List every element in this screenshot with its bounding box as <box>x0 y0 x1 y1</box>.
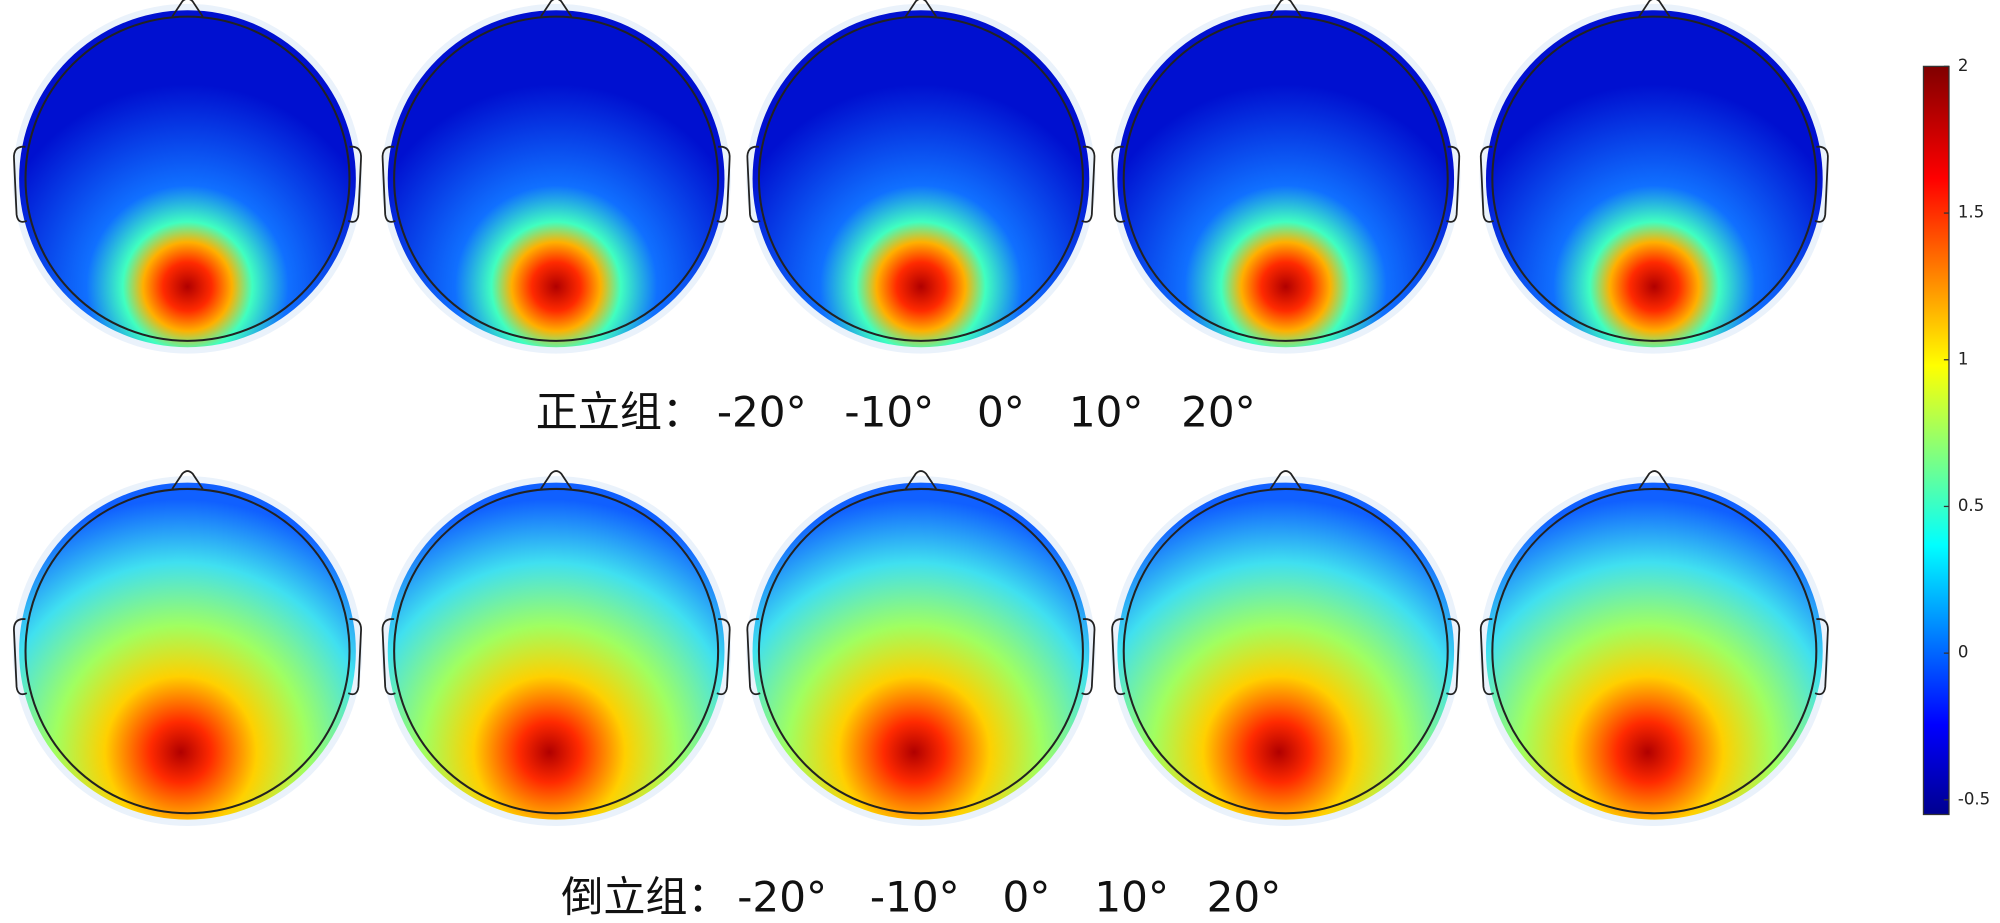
angle-label: 0° <box>1003 873 1051 922</box>
nose <box>904 0 937 18</box>
angle-label: 10° <box>1094 873 1169 922</box>
topomap <box>1110 0 1461 354</box>
head-map <box>1485 482 1823 820</box>
head-outline <box>24 487 351 815</box>
angle-label: -20° <box>717 387 807 436</box>
head-outline <box>393 487 720 815</box>
topomap <box>746 0 1096 354</box>
colorbar-tick-label: -0.5 <box>1958 789 1990 808</box>
nose <box>540 0 573 18</box>
ear <box>746 145 761 223</box>
ear <box>1081 618 1096 696</box>
head-outline <box>1122 15 1449 342</box>
nose <box>1638 470 1671 490</box>
angle-label: -20° <box>737 873 827 922</box>
colorbar-tick-label: 0.5 <box>1958 496 1984 515</box>
topomap <box>746 470 1096 826</box>
ear <box>1081 145 1096 223</box>
head-map <box>387 482 725 820</box>
angle-label: 10° <box>1069 387 1144 436</box>
head-map <box>1485 10 1823 348</box>
ear <box>716 145 731 223</box>
head-outline <box>757 15 1084 342</box>
angle-label: 20° <box>1207 873 1282 922</box>
colorbar <box>1922 65 1950 816</box>
nose <box>171 0 204 18</box>
colorbar-tick-label: 1 <box>1958 349 1969 368</box>
head-map <box>19 482 356 820</box>
topomap <box>12 0 363 354</box>
topomap <box>381 470 731 826</box>
nose <box>1269 470 1302 490</box>
topomap <box>1110 470 1461 826</box>
head-map <box>752 482 1090 820</box>
ear <box>1111 618 1126 696</box>
topomap <box>381 0 731 354</box>
nose <box>1269 0 1302 18</box>
ear <box>381 145 396 223</box>
topomap <box>1479 470 1830 826</box>
topomap <box>1479 0 1830 354</box>
angle-label: -10° <box>844 387 934 436</box>
row-label: 正立组： <box>536 387 704 436</box>
head-map <box>752 10 1090 348</box>
ear <box>716 618 731 696</box>
nose <box>171 470 204 490</box>
angle-label: 20° <box>1181 387 1256 436</box>
ear <box>13 145 28 223</box>
ear <box>1814 145 1829 223</box>
ear <box>1446 618 1461 696</box>
head-outline <box>1122 487 1449 815</box>
ear <box>381 618 396 696</box>
head-outline <box>24 15 351 342</box>
head-map <box>1117 10 1455 348</box>
head-outline <box>757 487 1084 815</box>
ear <box>347 145 362 223</box>
ear <box>746 618 761 696</box>
topomap <box>12 470 363 826</box>
head-outline <box>393 15 720 342</box>
head-map <box>1117 482 1455 820</box>
row-label: 倒立组： <box>561 873 729 922</box>
ear <box>1479 145 1494 223</box>
ear <box>347 618 362 696</box>
head-outline <box>1491 487 1818 815</box>
angle-label: 0° <box>977 387 1025 436</box>
head-map <box>387 10 725 348</box>
colorbar-tick-label: 1.5 <box>1958 203 1984 222</box>
angle-label: -10° <box>870 873 960 922</box>
ear <box>1111 145 1126 223</box>
ear <box>1814 618 1829 696</box>
head-outline <box>1491 15 1818 342</box>
nose <box>904 470 937 490</box>
head-map <box>19 10 356 348</box>
nose <box>1638 0 1671 18</box>
colorbar-tick-label: 2 <box>1958 56 1969 75</box>
ear <box>1446 145 1461 223</box>
ear <box>1479 618 1494 696</box>
colorbar-tick-label: 0 <box>1958 643 1969 662</box>
ear <box>13 618 28 696</box>
nose <box>540 470 573 490</box>
